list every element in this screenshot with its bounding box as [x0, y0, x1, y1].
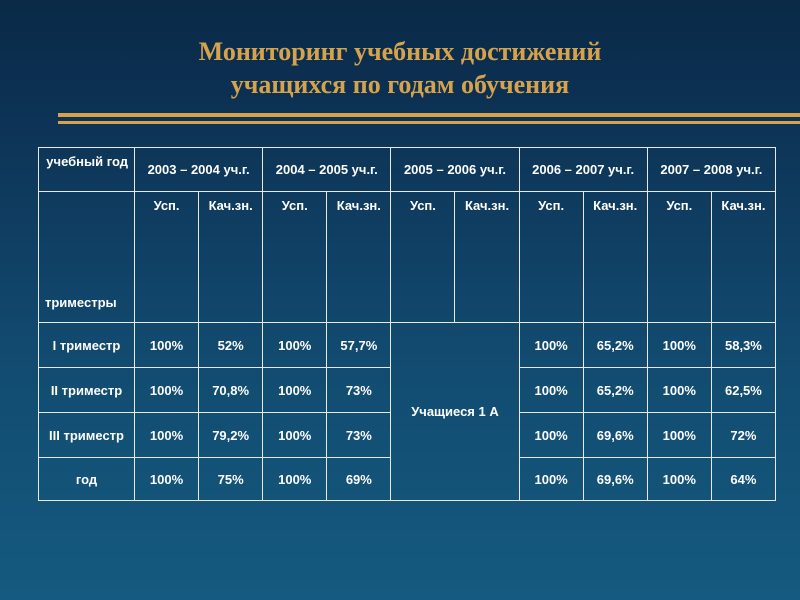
hdr-sub-usp-4: Усп.	[647, 192, 711, 323]
hdr-sub-usp-1: Усп.	[263, 192, 327, 323]
cell: 100%	[647, 413, 711, 458]
hdr-year-2: 2005 – 2006 уч.г.	[391, 148, 519, 192]
cell: 69,6%	[583, 413, 647, 458]
hdr-sub-kach-1: Кач.зн.	[327, 192, 391, 323]
hdr-year-1: 2004 – 2005 уч.г.	[263, 148, 391, 192]
cell: 100%	[263, 458, 327, 501]
row-label-2: III триместр	[39, 413, 135, 458]
cell: 100%	[263, 368, 327, 413]
cell: 72%	[711, 413, 775, 458]
monitoring-table: учебный год 2003 – 2004 уч.г. 2004 – 200…	[38, 147, 776, 501]
cell: 100%	[135, 413, 199, 458]
table-header-sub: триместры Усп. Кач.зн. Усп. Кач.зн. Усп.…	[39, 192, 776, 323]
cell: 100%	[519, 323, 583, 368]
cell: 58,3%	[711, 323, 775, 368]
cell: 65,2%	[583, 368, 647, 413]
cell: 70,8%	[199, 368, 263, 413]
title-rule	[58, 113, 800, 127]
row-label-3: год	[39, 458, 135, 501]
cell: 75%	[199, 458, 263, 501]
hdr-sub-kach-4: Кач.зн.	[711, 192, 775, 323]
cell: 64%	[711, 458, 775, 501]
cell: 100%	[135, 458, 199, 501]
title-line-2: учащихся по годам обучения	[0, 69, 800, 102]
row-label-0: I триместр	[39, 323, 135, 368]
title-line-1: Мониторинг учебных достижений	[0, 36, 800, 69]
cell: 100%	[519, 413, 583, 458]
cell: 62,5%	[711, 368, 775, 413]
merged-note-cell: Учащиеся 1 А	[391, 323, 519, 501]
hdr-year-3: 2006 – 2007 уч.г.	[519, 148, 647, 192]
cell: 69,6%	[583, 458, 647, 501]
cell: 57,7%	[327, 323, 391, 368]
hdr-sub-usp-2: Усп.	[391, 192, 455, 323]
table-header-years: учебный год 2003 – 2004 уч.г. 2004 – 200…	[39, 148, 776, 192]
cell: 100%	[519, 368, 583, 413]
cell: 100%	[263, 323, 327, 368]
cell: 73%	[327, 413, 391, 458]
cell: 100%	[647, 323, 711, 368]
cell: 52%	[199, 323, 263, 368]
cell: 100%	[647, 368, 711, 413]
hdr-year-label: учебный год	[39, 148, 135, 192]
cell: 73%	[327, 368, 391, 413]
hdr-sub-usp-3: Усп.	[519, 192, 583, 323]
hdr-year-0: 2003 – 2004 уч.г.	[135, 148, 263, 192]
hdr-sub-kach-0: Кач.зн.	[199, 192, 263, 323]
row-label-1: II триместр	[39, 368, 135, 413]
slide-title: Мониторинг учебных достижений учащихся п…	[0, 0, 800, 101]
cell: 100%	[135, 368, 199, 413]
hdr-year-4: 2007 – 2008 уч.г.	[647, 148, 775, 192]
cell: 69%	[327, 458, 391, 501]
cell: 79,2%	[199, 413, 263, 458]
cell: 100%	[135, 323, 199, 368]
cell: 100%	[519, 458, 583, 501]
hdr-trimesters-label: триместры	[39, 192, 135, 323]
hdr-sub-usp-0: Усп.	[135, 192, 199, 323]
cell: 100%	[263, 413, 327, 458]
hdr-sub-kach-3: Кач.зн.	[583, 192, 647, 323]
table-row: I триместр 100% 52% 100% 57,7% Учащиеся …	[39, 323, 776, 368]
cell: 100%	[647, 458, 711, 501]
cell: 65,2%	[583, 323, 647, 368]
data-table-container: учебный год 2003 – 2004 уч.г. 2004 – 200…	[38, 147, 776, 501]
hdr-sub-kach-2: Кач.зн.	[455, 192, 519, 323]
